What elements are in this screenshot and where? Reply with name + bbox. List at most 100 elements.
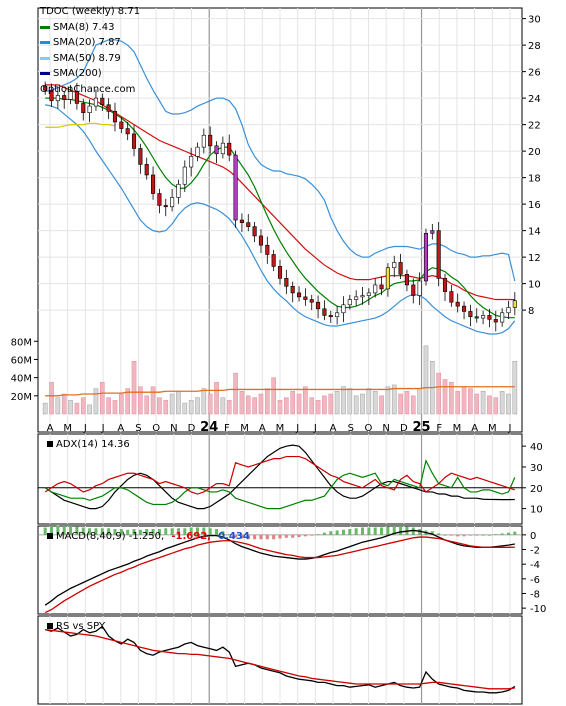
x-axis-tick-label: J: [295, 423, 299, 434]
volume-bar: [252, 397, 257, 415]
macd-histogram-bar: [69, 526, 73, 535]
candle-body: [385, 267, 390, 290]
x-axis-tick-label: A: [330, 423, 337, 434]
volume-bar: [112, 400, 118, 415]
macd-histogram-bar: [119, 529, 123, 535]
macd-label: MACD(8,40,9) -1.250, -1.692, 0.434: [47, 531, 250, 542]
candle-body: [233, 154, 238, 221]
volume-bar: [61, 393, 67, 415]
volume-bar: [207, 393, 213, 415]
volume-bar: [245, 395, 251, 415]
candle-body: [347, 299, 352, 306]
macd-histogram-bar: [411, 527, 415, 535]
volume-bar: [341, 386, 346, 415]
price-tick-label: 22: [528, 121, 541, 132]
volume-bar: [201, 388, 207, 415]
candle-body: [182, 166, 187, 185]
macd-histogram-bar: [335, 530, 339, 535]
candle-body: [220, 142, 225, 155]
macd-histogram-bar: [430, 531, 434, 535]
volume-bar: [442, 379, 448, 415]
macd-histogram-bar: [494, 534, 498, 535]
volume-bar: [322, 395, 327, 415]
volume-bar: [214, 381, 219, 415]
legend-sma20: SMA(20) 7.87: [40, 35, 140, 51]
macd-histogram-bar: [386, 526, 390, 535]
x-axis-tick-label: A: [117, 423, 124, 434]
macd-histogram-bar: [176, 528, 180, 535]
macd-histogram-bar: [443, 534, 447, 536]
rs-series-line: [45, 628, 515, 690]
price-legend: TDOC (weekly) 8.71 SMA(8) 7.43 SMA(20) 7…: [40, 4, 140, 97]
volume-bar: [309, 397, 315, 415]
volume-bar: [220, 397, 226, 415]
legend-swatch: [40, 25, 50, 29]
volume-bar: [315, 400, 321, 415]
macd-histogram-bar: [170, 528, 174, 535]
volume-bar: [68, 400, 73, 415]
candle-body: [239, 219, 244, 223]
macd-histogram-bar: [291, 534, 295, 538]
candle-body: [138, 148, 143, 165]
candle-body: [322, 308, 327, 316]
watermark: OptionChance.com: [40, 83, 136, 95]
macd-histogram-bar: [500, 533, 504, 535]
volume-bar: [239, 391, 245, 415]
macd-histogram-bar: [361, 527, 365, 535]
macd-histogram-bar: [81, 527, 85, 535]
macd-histogram-bar: [145, 529, 149, 535]
volume-bar: [410, 395, 416, 415]
volume-bar: [125, 388, 130, 415]
candle-body: [404, 274, 409, 286]
macd-histogram-bar: [113, 529, 117, 535]
volume-bar: [226, 400, 232, 415]
candle-body: [189, 156, 194, 168]
volume-bar: [258, 393, 264, 415]
macd-histogram-bar: [56, 525, 60, 535]
legend-swatch: [40, 72, 50, 76]
candle-body: [227, 142, 232, 156]
macd-histogram-bar: [380, 527, 384, 535]
volume-bar: [296, 393, 302, 415]
bollinger-upper-line: [45, 39, 516, 282]
x-axis-tick-label: A: [47, 423, 54, 434]
candle-body: [151, 174, 156, 194]
macd-tick-label: -6: [530, 575, 540, 586]
volume-bar: [385, 386, 391, 415]
macd-tick-label: -10: [530, 604, 546, 615]
macd-histogram-bar: [475, 534, 479, 536]
candle-body: [163, 205, 168, 208]
macd-histogram-bar: [418, 529, 422, 535]
candle-body: [506, 307, 511, 314]
rs-label: RS vs SPY: [47, 621, 105, 632]
candle-body: [296, 292, 302, 298]
macd-histogram-bar: [329, 531, 333, 535]
macd-histogram-bar: [215, 529, 219, 535]
candle-body: [442, 278, 448, 292]
volume-bar: [150, 386, 156, 415]
volume-bar: [372, 391, 378, 415]
macd-histogram-bar: [246, 534, 250, 540]
price-tick-label: 12: [528, 253, 541, 264]
volume-bar: [195, 397, 200, 415]
macd-histogram-bar: [284, 534, 288, 538]
candle-body: [512, 300, 517, 308]
candle-body: [208, 134, 213, 147]
volume-bar: [423, 345, 429, 415]
volume-bar: [303, 386, 308, 415]
volume-bar: [138, 386, 143, 415]
candle-body: [411, 284, 416, 296]
volume-bar: [417, 388, 422, 415]
x-axis-tick-label: O: [152, 423, 160, 434]
moving-average-line: [45, 84, 515, 301]
sma50-early-line: [45, 122, 116, 128]
candle-body: [106, 104, 111, 112]
candle-body: [436, 230, 441, 279]
price-tick-label: 8: [528, 306, 534, 317]
x-axis-tick-label: D: [400, 423, 408, 434]
macd-histogram-bar: [195, 527, 199, 535]
candle-body: [81, 103, 86, 114]
x-axis-tick-label: M: [453, 423, 462, 434]
volume-bar: [233, 372, 238, 415]
